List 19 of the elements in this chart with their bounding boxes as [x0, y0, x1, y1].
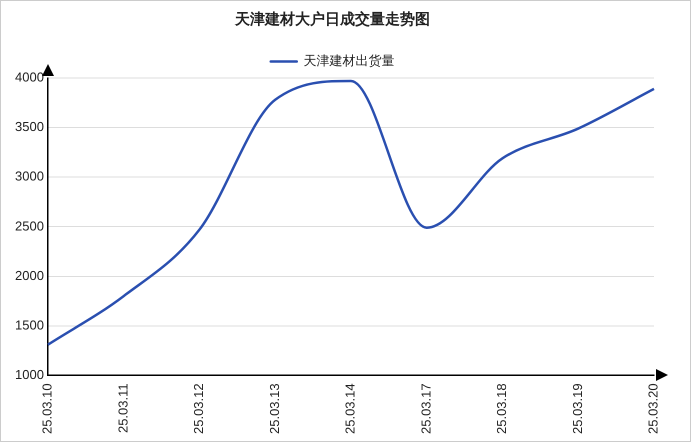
x-tick-label: 25.03.10	[40, 383, 54, 434]
line-series	[46, 80, 656, 346]
x-tick-label: 25.03.17	[418, 383, 434, 434]
x-tick-label: 25.03.12	[191, 383, 206, 434]
y-tick-label: 1000	[15, 366, 44, 382]
x-tick-label: 25.03.18	[494, 383, 510, 434]
y-tick-label: 3000	[15, 168, 44, 184]
x-tick-label: 25.03.14	[342, 383, 358, 434]
y-tick-label: 4000	[15, 70, 44, 85]
chart-title: 天津建材大户日成交量走势图	[234, 10, 430, 28]
x-tick-label: 25.03.20	[646, 383, 661, 434]
y-tick-label: 2500	[15, 218, 44, 234]
y-tick-label: 1500	[15, 317, 44, 332]
x-tick-label: 25.03.13	[266, 383, 282, 434]
x-tick-label: 25.03.19	[570, 383, 585, 434]
x-tick-label: 25.03.11	[115, 383, 130, 434]
y-tick-label: 3500	[15, 119, 44, 134]
legend-label: 天津建材出货量	[303, 54, 394, 69]
y-tick-label: 2000	[15, 268, 44, 283]
